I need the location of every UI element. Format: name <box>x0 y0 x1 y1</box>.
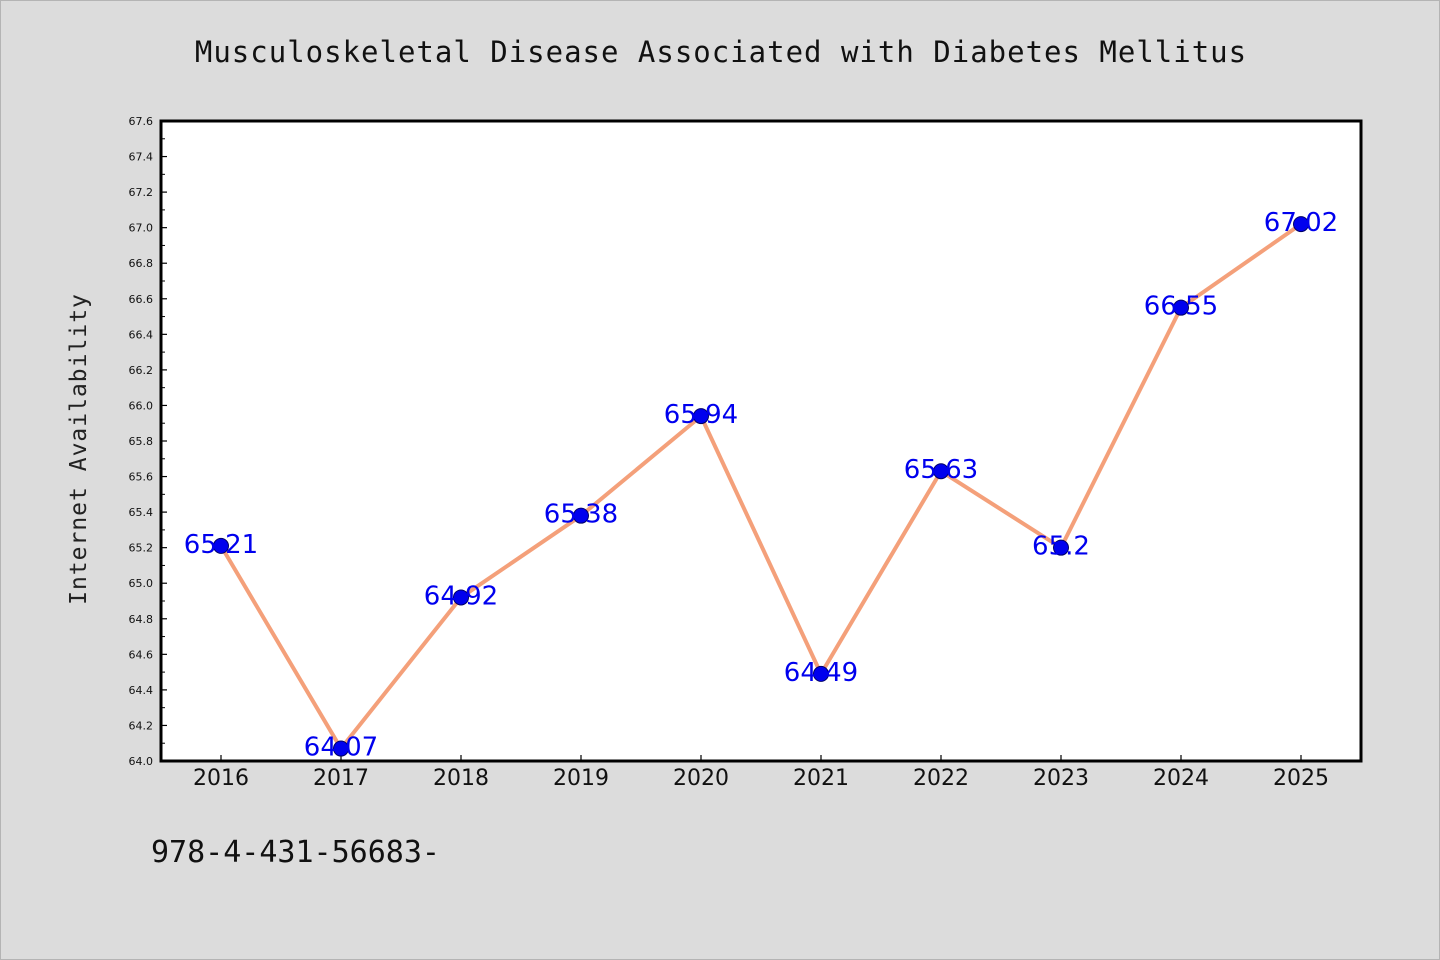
data-point <box>693 408 709 425</box>
data-label: 65.2 <box>1032 532 1090 562</box>
data-point <box>813 665 829 682</box>
y-tick-label: 67.4 <box>129 151 154 164</box>
data-point <box>333 740 349 757</box>
chart-title: Musculoskeletal Disease Associated with … <box>194 35 1248 69</box>
footer-code: 978-4-431-56683- <box>151 835 440 870</box>
data-label: 65.63 <box>904 455 978 485</box>
y-tick-label: 66.4 <box>129 328 154 341</box>
y-tick-label: 67.0 <box>129 222 154 235</box>
y-tick-label: 66.0 <box>129 399 154 412</box>
data-point <box>453 589 469 606</box>
data-label: 64.92 <box>424 581 498 611</box>
data-point <box>933 463 949 480</box>
y-tick-label: 65.0 <box>129 577 154 590</box>
data-label: 65.21 <box>184 530 258 560</box>
x-tick-label: 2017 <box>313 766 369 791</box>
x-tick-label: 2020 <box>673 766 729 791</box>
data-label: 67.02 <box>1264 208 1338 238</box>
y-tick-label: 67.2 <box>129 186 154 199</box>
y-tick-label: 67.6 <box>129 115 154 128</box>
x-tick-label: 2024 <box>1153 766 1209 791</box>
y-tick-label: 65.6 <box>129 471 154 484</box>
y-tick-label: 65.8 <box>129 435 154 448</box>
x-tick-label: 2016 <box>193 766 249 791</box>
y-tick-label: 64.8 <box>129 613 154 626</box>
series-line <box>219 222 1303 751</box>
x-tick-label: 2018 <box>433 766 489 791</box>
plot-area <box>159 119 1363 763</box>
x-tick-label: 2022 <box>913 766 969 791</box>
x-tick-label: 2023 <box>1033 766 1089 791</box>
y-tick-label: 64.0 <box>129 755 154 768</box>
y-tick-label: 65.4 <box>129 506 154 519</box>
data-label: 64.49 <box>784 658 858 688</box>
y-tick-label: 64.2 <box>129 719 154 732</box>
y-tick-label: 66.8 <box>129 257 154 270</box>
data-label: 64.07 <box>304 733 378 763</box>
data-label: 66.55 <box>1144 292 1218 322</box>
x-tick-label: 2019 <box>553 766 609 791</box>
data-point <box>213 537 229 554</box>
data-point <box>573 507 589 524</box>
y-tick-label: 64.4 <box>129 684 154 697</box>
y-tick-label: 66.6 <box>129 293 154 306</box>
y-tick-label: 65.2 <box>129 542 154 555</box>
x-tick-label: 2021 <box>793 766 849 791</box>
y-tick-label: 66.2 <box>129 364 154 377</box>
data-label: 65.94 <box>664 400 738 430</box>
x-tick-label: 2025 <box>1273 766 1329 791</box>
data-point <box>1293 216 1309 233</box>
data-label: 65.38 <box>544 500 618 530</box>
data-point <box>1173 299 1189 316</box>
y-tick-label: 64.6 <box>129 648 154 661</box>
data-point <box>1053 539 1069 556</box>
